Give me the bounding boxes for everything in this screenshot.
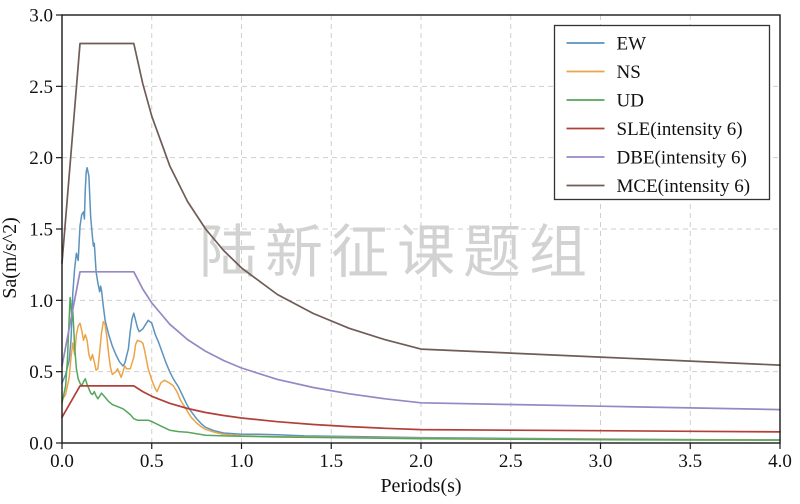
- x-tick-label: 3.0: [589, 451, 613, 472]
- legend-item-ns: NS: [617, 62, 641, 83]
- legend-item-ud: UD: [617, 91, 644, 112]
- series-line-mce: [61, 42, 781, 366]
- legend-item-sle: SLE(intensity 6): [617, 119, 743, 140]
- x-tick-label: 4.0: [768, 451, 792, 472]
- tick-labels: 0.0 0.5 1.0 1.5 2.0 2.5 3.0 3.5 4.0 0.0 0.5 1.0 1.5 2…: [29, 6, 792, 473]
- x-axis-label: Periods(s): [380, 475, 461, 497]
- y-axis-label: Sa(m/s^2): [0, 217, 21, 299]
- legend: EW NS UD SLE(intensity 6) DBE(intensity 6) MC…: [553, 24, 771, 201]
- series-line-sle: [61, 385, 781, 433]
- series-line-ns: [61, 320, 781, 441]
- y-tick-label: 2.5: [29, 77, 53, 98]
- series-line-dbe: [61, 270, 781, 411]
- legend-box: [553, 24, 771, 201]
- series-line-ew: [61, 166, 781, 441]
- legend-item-dbe: DBE(intensity 6): [617, 148, 747, 169]
- legend-item-mce: MCE(intensity 6): [617, 176, 751, 197]
- watermark-text: 陆新征课题组: [199, 220, 595, 285]
- data-series: [61, 42, 781, 441]
- x-tick-label: 3.5: [678, 451, 702, 472]
- legend-item-ew: EW: [617, 34, 647, 55]
- y-tick-label: 1.0: [29, 291, 53, 312]
- y-tick-label: 3.0: [29, 6, 53, 27]
- axes-frame: [56, 14, 781, 449]
- x-tick-label: 0.0: [50, 451, 74, 472]
- x-tick-label: 1.0: [230, 451, 254, 472]
- series-line-ud: [61, 296, 781, 441]
- x-tick-label: 1.5: [319, 451, 343, 472]
- y-tick-label: 0.0: [29, 434, 53, 455]
- y-tick-label: 0.5: [29, 362, 53, 383]
- y-tick-label: 2.0: [29, 148, 53, 169]
- y-tick-label: 1.5: [29, 220, 53, 241]
- x-tick-label: 2.0: [409, 451, 433, 472]
- x-tick-label: 2.5: [499, 451, 523, 472]
- x-tick-label: 0.5: [140, 451, 164, 472]
